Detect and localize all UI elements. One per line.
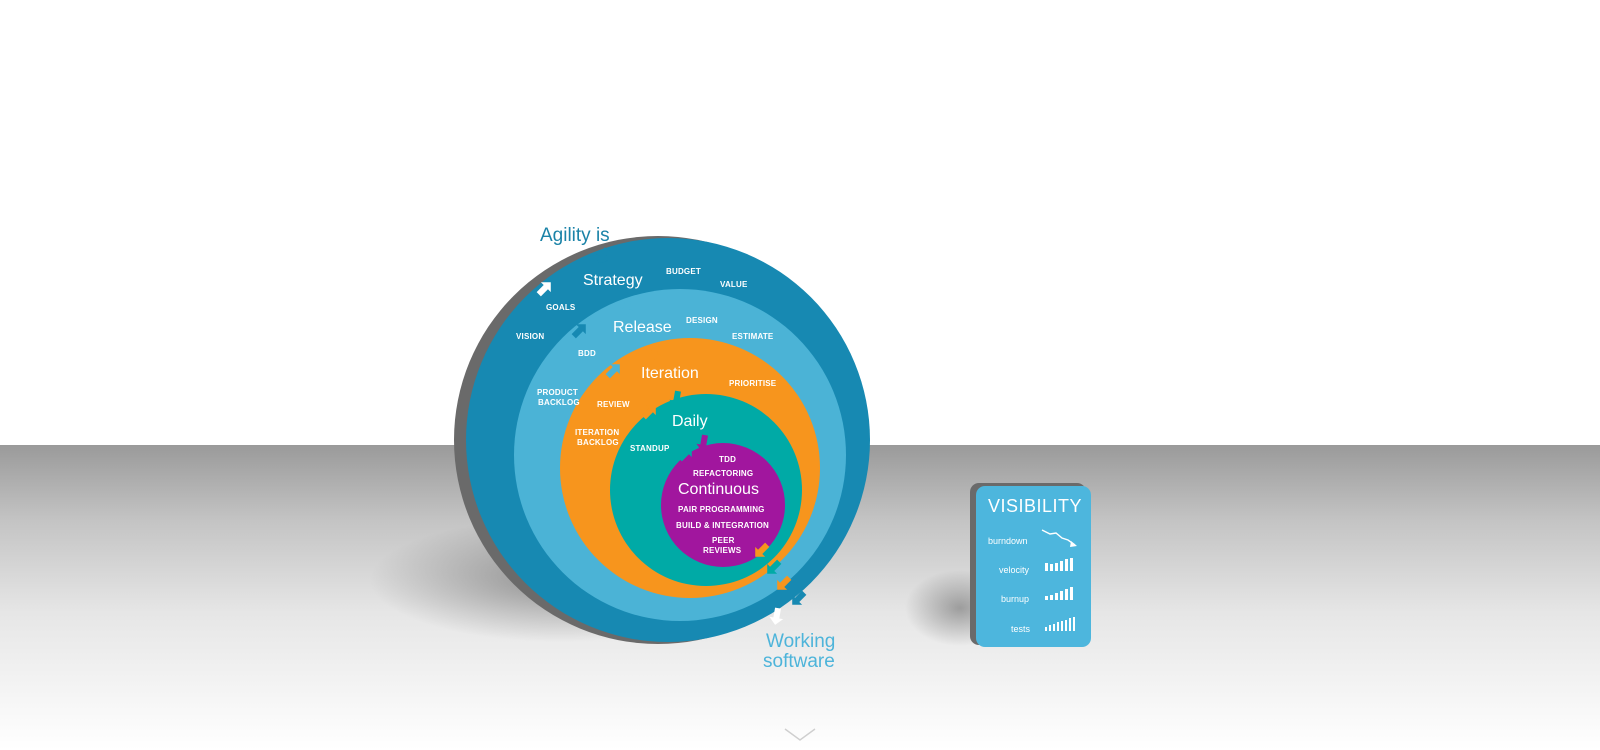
- burndown-chart-icon: [1041, 529, 1077, 547]
- daily-title: Daily: [672, 413, 708, 430]
- visibility-title: VISIBILITY: [988, 496, 1083, 516]
- strategy-item-goals: GOALS: [546, 303, 576, 312]
- tests-bars-icon: [1045, 617, 1075, 631]
- strategy-item-vision: VISION: [516, 332, 545, 341]
- continuous-title: Continuous: [678, 481, 759, 498]
- arrow-out-strategy: [769, 607, 784, 625]
- release-item-bdd: BDD: [578, 349, 596, 358]
- strategy-item-value: VALUE: [720, 280, 748, 289]
- arrow-out-continuous: [755, 542, 770, 557]
- continuous-item-tdd: TDD: [719, 455, 737, 464]
- arrow-loop-strategy: [536, 282, 551, 297]
- arrow-out-daily: [767, 559, 782, 574]
- release-item-design: DESIGN: [686, 316, 718, 325]
- continuous-item-build-integration: BUILD & INTEGRATION: [676, 521, 769, 530]
- strategy-title: Strategy: [583, 272, 643, 289]
- arrow-out-release: [792, 590, 807, 605]
- arrow-iteration-to-daily: [669, 390, 684, 408]
- iteration-item-iteration: ITERATION: [575, 428, 620, 437]
- ring-continuous: [661, 443, 785, 567]
- continuous-item-pair-programming: PAIR PROGRAMMING: [678, 505, 765, 514]
- iteration-title: Iteration: [641, 365, 699, 382]
- chevron-down-icon[interactable]: [784, 728, 816, 741]
- release-item-estimate: ESTIMATE: [732, 332, 774, 341]
- working-annotation: Working: [766, 631, 836, 652]
- visibility-card-face: [976, 486, 1091, 647]
- arrow-release-to-iteration: [647, 343, 662, 361]
- velocity-bars-icon: [1045, 558, 1073, 571]
- arrow-strategy-to-release: [619, 298, 634, 316]
- strategy-item-budget: BUDGET: [666, 267, 701, 276]
- arrow-out-iteration: [777, 575, 792, 590]
- continuous-item-peer: PEER: [712, 536, 735, 545]
- continuous-item-reviews: REVIEWS: [703, 546, 742, 555]
- daily-item-standup: STANDUP: [630, 444, 670, 453]
- iteration-item-prioritise: PRIORITISE: [729, 379, 777, 388]
- release-item-product: PRODUCT: [537, 388, 578, 397]
- arrow-daily-to-continuous: [696, 434, 711, 452]
- agility-is-annotation: Agility is: [540, 225, 610, 246]
- burnup-bars-icon: [1045, 587, 1073, 600]
- arrow-into-strategy: [595, 247, 610, 264]
- iteration-item-backlog: BACKLOG: [577, 438, 619, 447]
- continuous-item-refactoring: REFACTORING: [693, 469, 754, 478]
- arrow-loop-continuous: [677, 447, 692, 462]
- arrow-loop-daily: [641, 405, 656, 420]
- arrow-loop-iteration: [605, 364, 620, 379]
- software-annotation: software: [763, 651, 835, 672]
- release-item-backlog: BACKLOG: [538, 398, 580, 407]
- release-title: Release: [613, 319, 672, 336]
- arrow-loop-release: [571, 324, 586, 339]
- iteration-item-review: REVIEW: [597, 400, 630, 409]
